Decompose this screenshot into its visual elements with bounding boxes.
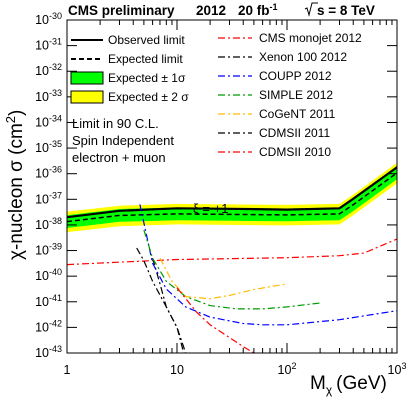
annotations: Limit in 90 C.L. Spin Independent electron… (72, 116, 174, 165)
tick-labels: 10-30 10-31 10-32 10-33 10-34 10-35 10-36 10-37… (35, 11, 406, 377)
legend-label: COUPP 2012 (259, 69, 332, 83)
series-simple-2012 (143, 229, 321, 310)
y-tick-label: 10-33 (35, 88, 62, 104)
xi-label: ξ = +1 (193, 201, 228, 216)
limit-curves (67, 166, 397, 353)
x-axis-title: Mχ (GeV) (310, 373, 387, 397)
axis-ticks (66, 19, 397, 354)
series-observed-limit (67, 166, 397, 219)
y-axis-title: χ-nucleon σ (cm2) (3, 110, 27, 260)
legend: Observed limit Expected limit Expected ± 1… (70, 31, 362, 159)
y-tick-label: 10-40 (35, 267, 62, 283)
legend-label: Xenon 100 2012 (259, 50, 347, 64)
sqrt-icon (304, 2, 318, 17)
y-tick-label: 10-43 (35, 344, 62, 360)
series-cms-monojet-2012 (67, 238, 397, 266)
legend-label: Expected limit (108, 52, 183, 66)
x-tick-label: 103 (388, 361, 407, 377)
y-tick-label: 10-42 (35, 318, 62, 334)
series-coupp-2012 (139, 204, 397, 326)
legend-label: Expected ± 2 σ (108, 90, 189, 104)
legend-label: CMS monojet 2012 (259, 31, 362, 45)
legend-label: CDMSII 2010 (259, 145, 331, 159)
legend-label: CDMSII 2011 (259, 126, 330, 140)
x-tick-label: 1 (64, 363, 71, 377)
legend-label: CoGeNT 2011 (259, 107, 336, 121)
header-energy: s = 8 TeV (317, 3, 375, 18)
legend-label: SIMPLE 2012 (259, 88, 333, 102)
y-tick-label: 10-31 (35, 37, 62, 53)
legend-swatch (70, 90, 104, 104)
x-tick-label: 102 (278, 361, 297, 377)
legend-label: Observed limit (108, 33, 185, 47)
series-cdmsii-2011 (136, 247, 185, 353)
expected-bands (67, 162, 397, 233)
legend-label: Expected ± 1σ (108, 71, 186, 85)
header-experiment: CMS preliminary (68, 3, 175, 18)
y-tick-label: 10-32 (35, 62, 62, 78)
y-tick-label: 10-38 (35, 216, 62, 232)
y-tick-label: 10-41 (35, 293, 62, 309)
header-year: 2012 (196, 3, 226, 18)
annotation-line: Spin Independent (72, 133, 174, 148)
band-expected-1 (67, 166, 397, 228)
y-tick-label: 10-34 (35, 113, 62, 129)
y-tick-label: 10-37 (35, 190, 62, 206)
y-tick-label: 10-30 (35, 11, 62, 27)
y-tick-label: 10-36 (35, 165, 62, 181)
series-cdmsii-2010 (176, 287, 255, 353)
annotation-line: electron + muon (72, 150, 166, 165)
header-lumi: 20 fb-1 (238, 2, 278, 18)
y-tick-label: 10-35 (35, 139, 62, 155)
x-tick-label: 10 (170, 363, 184, 377)
series-cogent-2011 (159, 257, 288, 300)
y-tick-label: 10-39 (35, 242, 62, 258)
plot-frame (66, 19, 398, 354)
annotation-line: Limit in 90 C.L. (72, 116, 159, 131)
legend-swatch (70, 71, 104, 85)
